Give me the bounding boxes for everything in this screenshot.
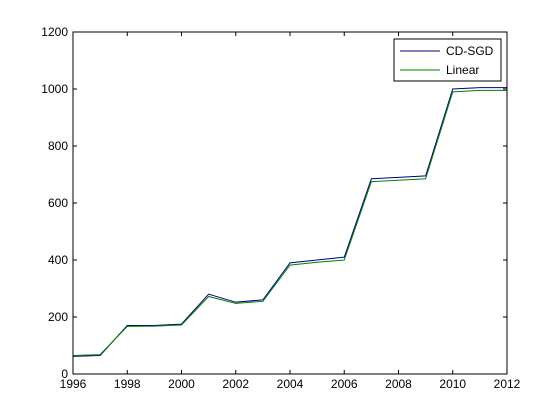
- x-tick-label: 2002: [222, 377, 249, 391]
- legend-label-cd-sgd: CD-SGD: [446, 44, 494, 58]
- series-line-cd-sgd: [72, 87, 507, 357]
- x-tick-label: 2008: [385, 377, 412, 391]
- ticks-layer: 1996 1998 2000 2002 2004 2006 2008 2010 2012 0 200…: [41, 25, 520, 391]
- y-tick-label: 600: [48, 196, 68, 210]
- x-tick-label: 1996: [60, 377, 87, 391]
- series-layer: [72, 87, 507, 357]
- legend-box: [393, 38, 502, 82]
- x-tick-label: 2012: [494, 377, 521, 391]
- legend-label-linear: Linear: [446, 63, 479, 77]
- y-tick-label: 1200: [41, 25, 68, 39]
- y-tick-label: 0: [61, 367, 68, 381]
- x-tick-label: 2000: [168, 377, 195, 391]
- y-tick-label: 200: [48, 310, 68, 324]
- plot-frame: [72, 31, 508, 375]
- legend: CD-SGD Linear: [393, 38, 502, 82]
- series-line-linear: [72, 89, 507, 356]
- x-tick-label: 2006: [331, 377, 358, 391]
- y-tick-label: 1000: [41, 82, 68, 96]
- x-tick-label: 1998: [114, 377, 141, 391]
- x-tick-label: 2004: [277, 377, 304, 391]
- y-tick-label: 400: [48, 253, 68, 267]
- y-tick-label: 800: [48, 139, 68, 153]
- plot-area: [73, 32, 507, 374]
- x-tick-label: 2010: [439, 377, 466, 391]
